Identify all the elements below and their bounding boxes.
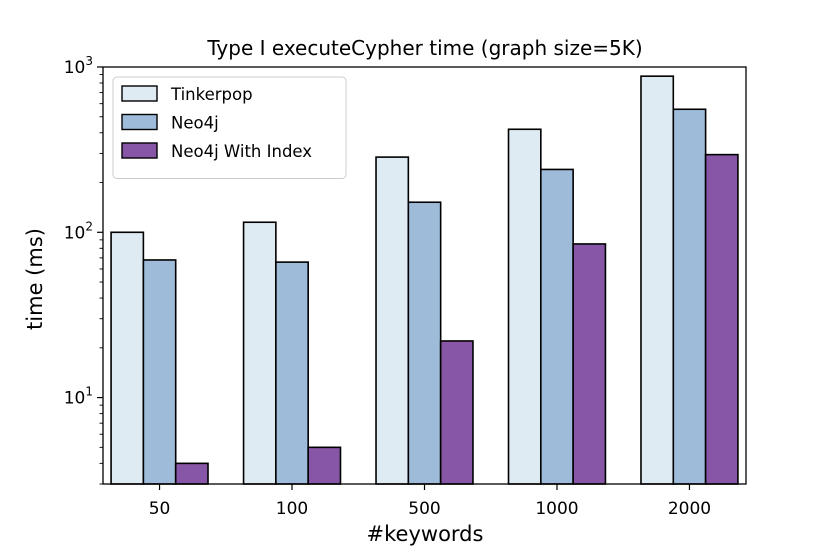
chart-title: Type I executeCypher time (graph size=5K…: [206, 36, 642, 60]
x-tick-label: 2000: [668, 499, 711, 519]
bar-neo4j-with-index-100: [307, 446, 342, 485]
legend-label: Tinkerpop: [170, 85, 253, 104]
x-axis-label: #keywords: [367, 522, 484, 546]
y-axis-label: time (ms): [23, 228, 47, 330]
y-tick-label: 102: [64, 219, 93, 243]
legend-swatch: [121, 113, 158, 131]
legend-swatch: [121, 142, 158, 159]
x-tick-label: 100: [276, 499, 308, 519]
legend-label: Neo4j With Index: [171, 142, 312, 161]
axes-frame: [102, 66, 747, 485]
x-tick-label: 1000: [535, 499, 578, 519]
y-tick-label: 103: [64, 54, 93, 78]
x-tick-label: 50: [149, 499, 171, 519]
y-tick-label: 101: [64, 385, 93, 409]
bar-neo4j-1000: [540, 168, 574, 485]
bar-neo4j-50: [142, 259, 177, 485]
bar-tinkerpop-500: [375, 156, 410, 485]
bar-neo4j-500: [407, 201, 442, 485]
legend-label: Neo4j: [171, 114, 219, 133]
bar-tinkerpop-50: [110, 231, 145, 485]
bar-tinkerpop-1000: [507, 128, 542, 485]
plot-area: 50 100 500 1000 2000 101 102 103: [64, 54, 747, 519]
legend: Tinkerpop Neo4j Neo4j With Index: [112, 76, 347, 179]
bar-neo4j-with-index-50: [174, 462, 209, 485]
bar-tinkerpop-100: [242, 221, 277, 485]
bar-neo4j-100: [275, 261, 309, 485]
legend-box: [112, 76, 347, 179]
bar-neo4j-with-index-2000: [704, 153, 739, 485]
bar-neo4j-with-index-1000: [572, 243, 607, 485]
bar-neo4j-with-index-500: [439, 340, 474, 485]
legend-swatch: [121, 85, 158, 102]
bar-tinkerpop-2000: [640, 75, 675, 485]
x-tick-label: 500: [408, 499, 440, 519]
bar-neo4j-2000: [672, 108, 707, 485]
